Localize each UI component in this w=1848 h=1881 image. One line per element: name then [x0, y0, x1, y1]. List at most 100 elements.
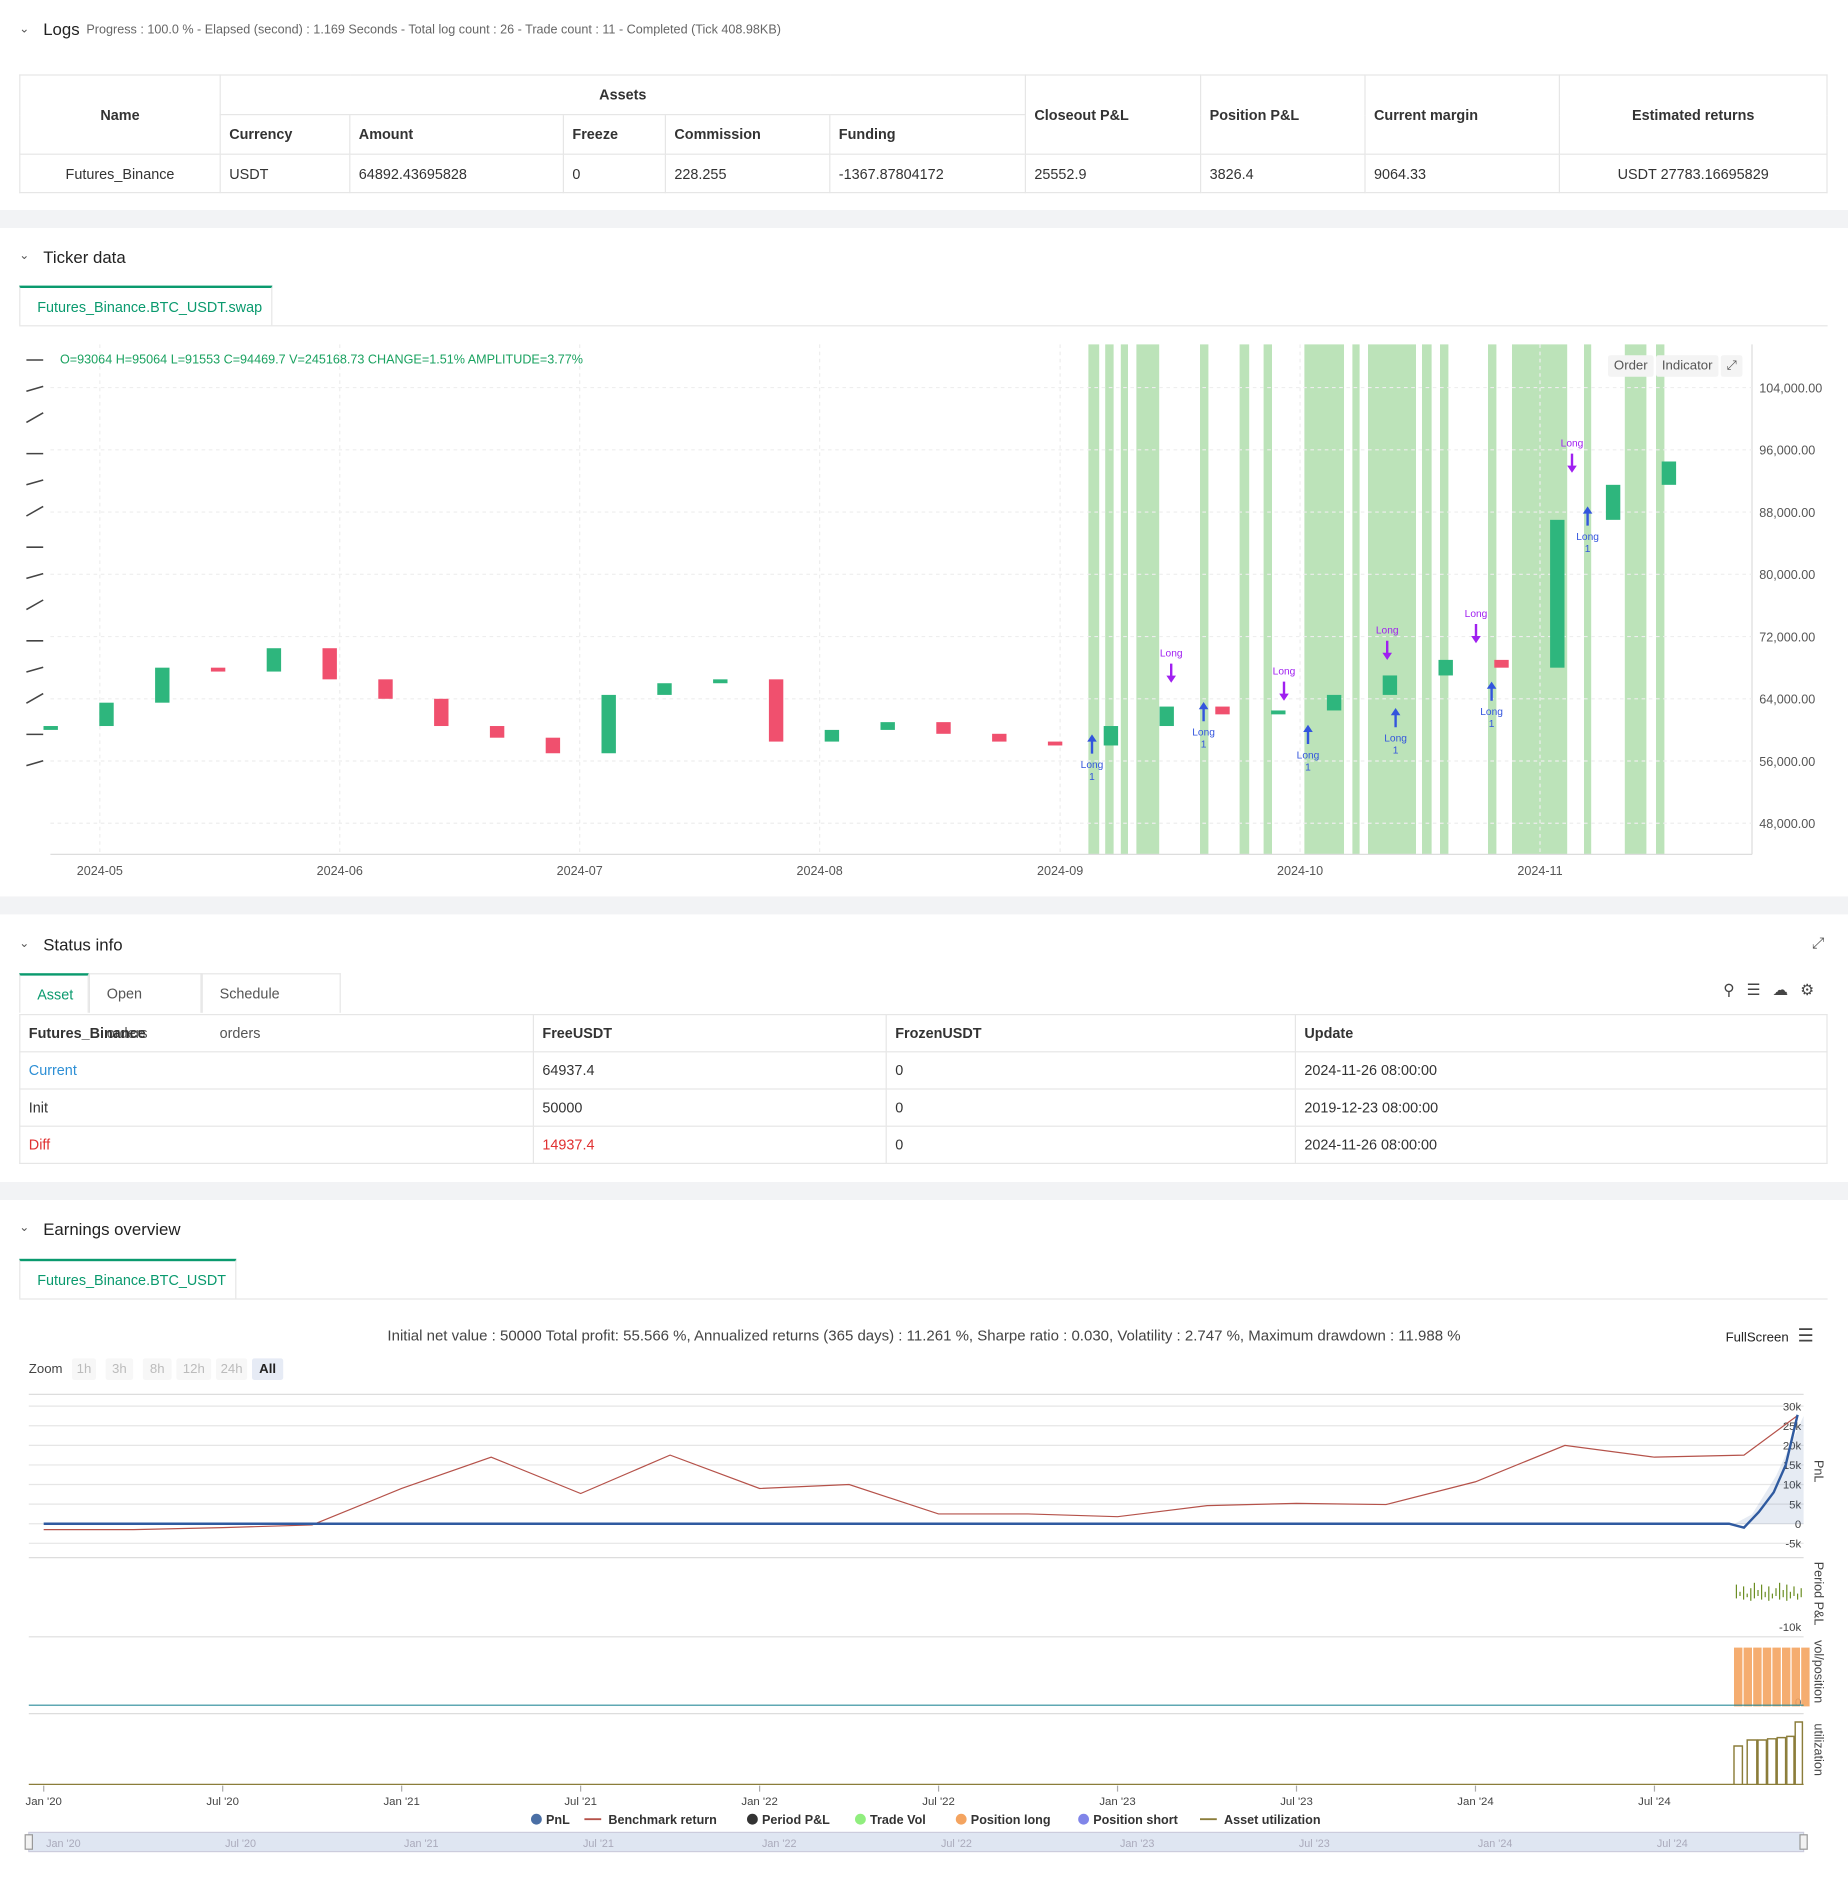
x-tick-label: 2024-06 [317, 864, 363, 878]
collapse-icon[interactable]: ⌄ [19, 1221, 30, 1235]
tab[interactable]: Asset [19, 973, 89, 1013]
utilization-step [1733, 1745, 1744, 1785]
navigator-label: Jul '20 [225, 1838, 256, 1850]
position-bar [1801, 1647, 1810, 1707]
candle-body [657, 683, 672, 695]
zoom-button[interactable]: All [252, 1358, 284, 1380]
y-tick-label: 20k [1783, 1441, 1802, 1453]
y-tick-label: 88,000.00 [1759, 506, 1815, 520]
collapse-icon[interactable]: ⌄ [19, 937, 30, 951]
entry-label: Long [1192, 728, 1215, 739]
td: 0 [885, 1125, 1297, 1165]
th: Name [19, 74, 221, 155]
tool-icon [26, 479, 44, 486]
position-bar [1791, 1647, 1801, 1707]
th: FreeUSDT [532, 1014, 887, 1053]
candle-body [266, 648, 282, 672]
exit-arrow [1471, 624, 1481, 644]
entry-amount: 1 [1201, 740, 1207, 751]
expand-icon[interactable]: ⤢ [1812, 933, 1825, 952]
candle-body [768, 679, 784, 742]
y-tick-label: 48,000.00 [1759, 817, 1815, 831]
y-tick-label: -10k [1779, 1622, 1801, 1634]
zoom-button[interactable]: 24h [216, 1358, 248, 1380]
collapse-icon[interactable]: ⌄ [19, 22, 30, 36]
th: Currency [219, 114, 351, 155]
tab[interactable]: Futures_Binance.BTC_USDT [19, 1258, 237, 1299]
candle-body [601, 694, 616, 754]
navigator-label: Jan '22 [762, 1838, 796, 1850]
tab[interactable]: Schedule orders [201, 973, 341, 1042]
tool-icon [26, 572, 44, 580]
navigator-label: Jul '22 [941, 1838, 972, 1850]
tab[interactable]: Open orders [88, 973, 202, 1042]
tool-icon [26, 692, 44, 704]
order-button[interactable]: Order [1608, 355, 1654, 377]
td: Diff [19, 1125, 535, 1165]
entry-arrow [1198, 702, 1209, 722]
signal-band [1488, 344, 1497, 855]
candle-body [824, 729, 840, 742]
entry-label: Long [1081, 760, 1104, 771]
zoom-button[interactable]: 3h [105, 1358, 134, 1380]
legend-label: PnL [546, 1813, 570, 1827]
x-tick-label: Jul '24 [1638, 1796, 1671, 1808]
y-tick-label: -5k [1785, 1539, 1801, 1551]
ohlc-readout: O=93064 H=95064 L=91553 C=94469.7 V=2451… [60, 352, 583, 368]
entry-arrow [1486, 681, 1497, 701]
td: 0 [885, 1051, 1297, 1090]
th: Funding [829, 114, 1027, 155]
signal-band [1624, 344, 1647, 855]
pnl-area [1734, 1416, 1804, 1524]
candle-body [1326, 694, 1342, 711]
y-tick-label: 0 [1795, 1519, 1801, 1531]
indicator-button[interactable]: Indicator [1656, 355, 1719, 377]
zoom-button[interactable]: 8h [142, 1358, 172, 1380]
toolbar-icons[interactable]: ⚲☰☁⚙ [1723, 980, 1827, 999]
legend-label: Benchmark return [608, 1813, 716, 1827]
candle-body [1382, 675, 1398, 695]
candle-body [155, 667, 170, 703]
navigator [28, 1831, 1805, 1853]
exit-label: Long [1160, 648, 1183, 659]
x-tick-label: 2024-10 [1277, 864, 1323, 878]
entry-arrow [1390, 708, 1401, 728]
exit-arrow [1567, 453, 1577, 473]
navigator-handle [1799, 1834, 1808, 1850]
legend-label: Trade Vol [870, 1813, 926, 1827]
menu-icon[interactable]: ☰ [1797, 1326, 1814, 1347]
exit-label: Long [1376, 626, 1399, 637]
position-bar [1753, 1647, 1762, 1707]
legend-symbol [855, 1813, 866, 1825]
candle-body [99, 702, 114, 727]
fullscreen-link[interactable]: FullScreen [1725, 1330, 1789, 1346]
series-line [43, 1414, 1799, 1529]
zoom-button[interactable]: 12h [176, 1358, 212, 1380]
tab[interactable]: Futures_Binance.BTC_USDT.swap [19, 285, 273, 326]
x-tick-label: Jul '20 [206, 1796, 239, 1808]
entry-arrow [1303, 724, 1313, 744]
earnings-summary: Initial net value : 50000 Total profit: … [387, 1327, 1461, 1344]
y-tick-label: 30k [1783, 1401, 1802, 1413]
th: Closeout P&L [1024, 74, 1202, 155]
candle-body [1550, 519, 1565, 668]
zoom-button[interactable]: 1h [72, 1358, 96, 1380]
series-line [43, 1415, 1798, 1531]
utilization-step [1766, 1738, 1777, 1785]
collapse-icon[interactable]: ⌄ [19, 249, 30, 263]
exit-arrow [1279, 681, 1289, 701]
y-tick-label: 96,000.00 [1759, 444, 1815, 458]
entry-amount: 1 [1393, 746, 1399, 757]
entry-label: Long [1480, 707, 1503, 718]
th: Current margin [1364, 74, 1561, 155]
candle-body [489, 726, 505, 738]
x-tick-label: Jul '23 [1280, 1796, 1313, 1808]
signal-band [1120, 344, 1128, 855]
candle-body [1605, 484, 1621, 520]
candle-body [1215, 706, 1230, 715]
signal-band [1584, 344, 1592, 855]
fullscreen-button[interactable]: ⤢ [1720, 355, 1743, 377]
th: Freeze [562, 114, 667, 155]
td: 0 [562, 153, 667, 194]
